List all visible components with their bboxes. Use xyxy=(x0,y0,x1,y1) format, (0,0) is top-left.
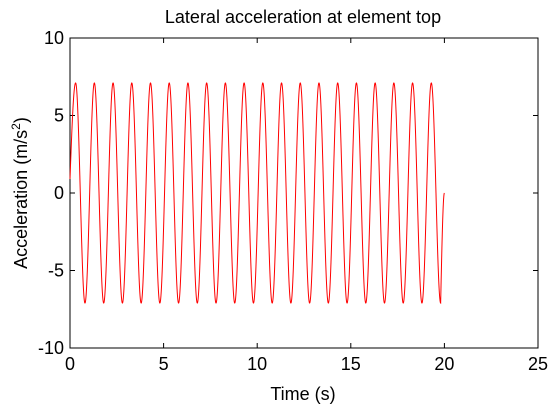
y-axis-label-close: ) xyxy=(11,117,31,123)
x-tick-label: 15 xyxy=(341,354,361,374)
y-tick-label: -5 xyxy=(48,261,64,281)
x-tick-label: 20 xyxy=(434,354,454,374)
y-axis-label-main: Acceleration (m/s xyxy=(11,130,31,269)
y-tick-label: 5 xyxy=(54,106,64,126)
plot-area: 0 5 10 15 20 25 -10 -5 0 5 10 xyxy=(38,28,548,374)
y-tick-label: -10 xyxy=(38,338,64,358)
y-tick-label: 0 xyxy=(54,183,64,203)
chart-title: Lateral acceleration at element top xyxy=(165,7,441,27)
x-tick-label: 10 xyxy=(247,354,267,374)
ticks-layer xyxy=(69,37,539,349)
x-tick-label: 0 xyxy=(65,354,75,374)
acceleration-series-line xyxy=(69,82,445,305)
y-tick-label: 10 xyxy=(44,28,64,48)
axes-box xyxy=(69,37,539,349)
y-axis-label-superscript: 2 xyxy=(9,123,23,130)
tick-labels-layer: 0 5 10 15 20 25 -10 -5 0 5 10 xyxy=(38,28,548,374)
x-tick-label: 25 xyxy=(528,354,548,374)
x-tick-label: 5 xyxy=(159,354,169,374)
y-axis-label: Acceleration (m/s2) xyxy=(9,117,31,269)
x-axis-label: Time (s) xyxy=(270,384,335,404)
